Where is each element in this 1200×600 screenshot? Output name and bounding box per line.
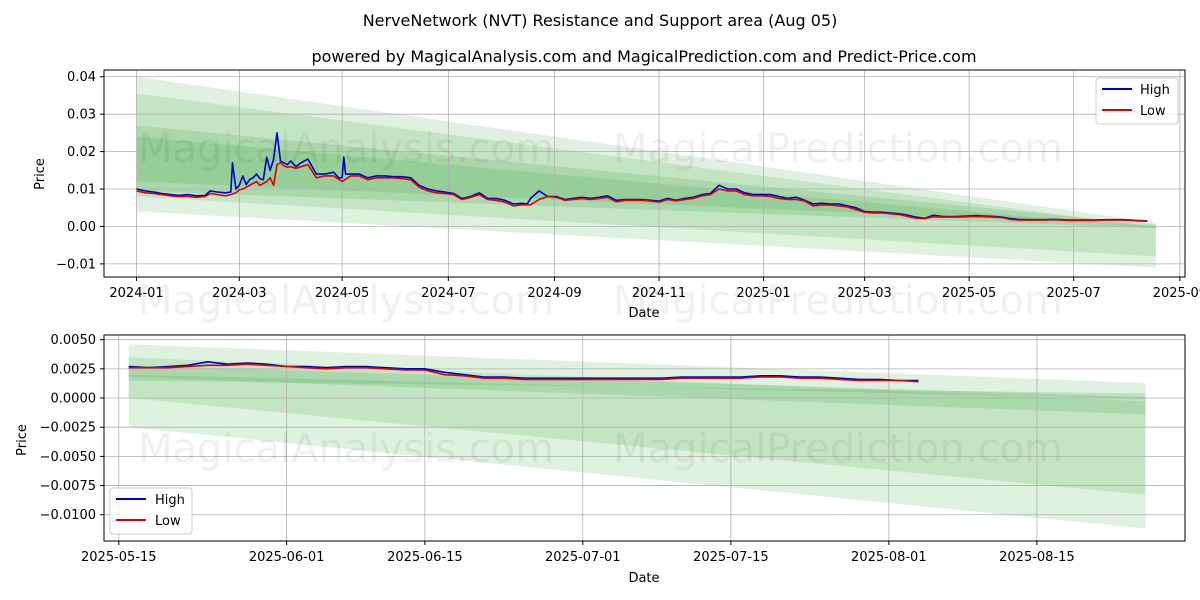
y-tick-label: 0.03 bbox=[67, 108, 96, 123]
top-legend-low-label: Low bbox=[1140, 104, 1166, 119]
x-tick-label: 2025-03 bbox=[837, 286, 891, 301]
x-tick-label: 2024-03 bbox=[212, 286, 266, 301]
bottom-panel-series bbox=[128, 361, 919, 383]
forecast-band-2 bbox=[128, 365, 1146, 415]
bottom-panel-frame bbox=[103, 334, 1186, 542]
y-tick-label: 0.0025 bbox=[51, 362, 97, 377]
bottom-panel-ticks: 2025-05-15 2025-06-01 2025-06-15 2025-07-01… bbox=[40, 333, 1075, 565]
x-tick-label: 2024-09 bbox=[527, 286, 581, 301]
x-tick-label: 2025-05 bbox=[942, 286, 996, 301]
y-tick-label: −0.0025 bbox=[40, 421, 96, 436]
watermark-text: MagicalAnalysis.com bbox=[138, 426, 554, 472]
bottom-y-axis-label: Price bbox=[15, 424, 30, 456]
x-tick-label: 2025-07-01 bbox=[545, 550, 621, 565]
x-tick-label: 2024-05 bbox=[315, 286, 369, 301]
x-tick-label: 2024-11 bbox=[632, 286, 686, 301]
y-tick-label: 0.01 bbox=[67, 183, 96, 198]
x-tick-label: 2025-01 bbox=[736, 286, 790, 301]
x-tick-label: 2025-06-15 bbox=[387, 550, 463, 565]
top-panel: MagicalAnalysis.com MagicalPrediction.co… bbox=[33, 69, 1200, 324]
watermark-text: MagicalAnalysis.com bbox=[138, 278, 554, 324]
forecast-band-1 bbox=[128, 357, 1146, 495]
x-tick-label: 2025-07 bbox=[1046, 286, 1100, 301]
top-legend-high-label: High bbox=[1140, 83, 1170, 98]
forecast-band-3 bbox=[128, 374, 1146, 400]
bottom-x-axis-label: Date bbox=[628, 571, 659, 586]
x-tick-label: 2025-05-15 bbox=[81, 550, 157, 565]
watermark-text: MagicalPrediction.com bbox=[613, 426, 1063, 472]
y-tick-label: 0.02 bbox=[67, 145, 96, 160]
bottom-panel: MagicalAnalysis.com MagicalPrediction.co… bbox=[15, 333, 1186, 586]
x-tick-label: 2025-08-01 bbox=[851, 550, 927, 565]
bottom-panel-watermarks: MagicalAnalysis.com MagicalPrediction.co… bbox=[138, 426, 1063, 472]
x-tick-label: 2025-08-15 bbox=[999, 550, 1075, 565]
x-tick-label: 2025-09 bbox=[1153, 286, 1200, 301]
y-tick-label: 0.04 bbox=[67, 70, 96, 85]
bottom-legend-high-label: High bbox=[155, 493, 185, 508]
series-line-low bbox=[128, 363, 919, 383]
forecast-band-0 bbox=[136, 76, 1156, 268]
forecast-band-3 bbox=[136, 136, 1156, 229]
forecast-band-0 bbox=[128, 344, 1146, 529]
watermark-text: MagicalAnalysis.com bbox=[138, 126, 554, 172]
y-tick-label: −0.0050 bbox=[40, 450, 96, 465]
y-tick-label: −0.0100 bbox=[40, 508, 96, 523]
y-tick-label: −0.0075 bbox=[40, 479, 96, 494]
top-y-axis-label: Price bbox=[33, 158, 48, 190]
series-line-low bbox=[136, 162, 1148, 222]
y-tick-label: −0.01 bbox=[56, 257, 96, 272]
top-panel-series bbox=[136, 132, 1148, 222]
chart-title: NerveNetwork (NVT) Resistance and Suppor… bbox=[363, 11, 838, 30]
watermark-text: MagicalPrediction.com bbox=[613, 278, 1063, 324]
bottom-legend-low-label: Low bbox=[155, 514, 181, 529]
bottom-panel-grid bbox=[104, 335, 1185, 541]
chart-subtitle: powered by MagicalAnalysis.com and Magic… bbox=[311, 47, 976, 66]
series-line-high bbox=[128, 361, 919, 382]
bottom-panel-bands bbox=[128, 344, 1146, 529]
y-tick-label: 0.0000 bbox=[51, 392, 97, 407]
x-tick-label: 2025-06-01 bbox=[249, 550, 325, 565]
top-panel-frame bbox=[103, 69, 1186, 278]
top-x-axis-label: Date bbox=[628, 306, 659, 321]
top-panel-grid bbox=[104, 70, 1185, 277]
x-tick-label: 2025-07-15 bbox=[693, 550, 769, 565]
x-tick-label: 2024-07 bbox=[421, 286, 475, 301]
top-panel-bands bbox=[136, 76, 1156, 268]
y-tick-label: 0.00 bbox=[67, 220, 96, 235]
y-tick-label: 0.0050 bbox=[51, 333, 97, 348]
watermark-text: MagicalPrediction.com bbox=[613, 126, 1063, 172]
x-tick-label: 2024-01 bbox=[109, 286, 163, 301]
top-panel-ticks: 2024-01 2024-03 2024-05 2024-07 2024-09 2024-… bbox=[56, 70, 1200, 301]
top-legend: High Low bbox=[1095, 77, 1179, 125]
bottom-legend: High Low bbox=[109, 487, 193, 535]
forecast-band-2 bbox=[136, 125, 1156, 229]
top-panel-watermarks: MagicalAnalysis.com MagicalPrediction.co… bbox=[138, 126, 1063, 324]
